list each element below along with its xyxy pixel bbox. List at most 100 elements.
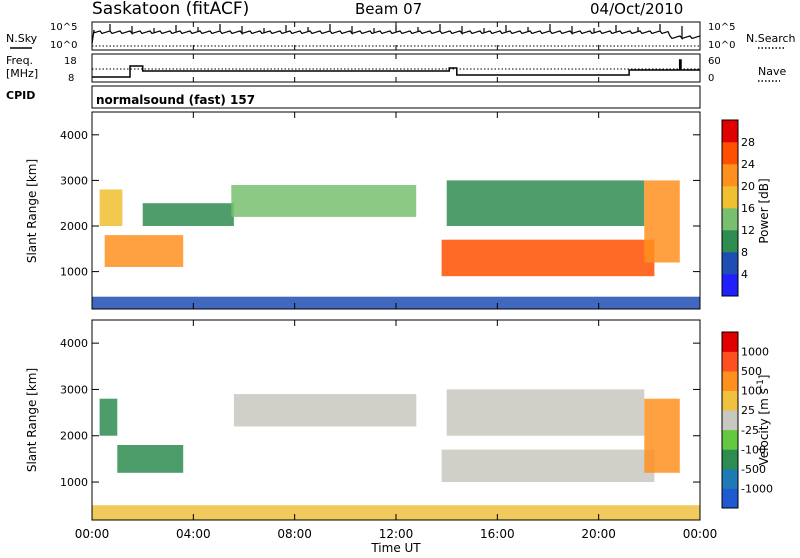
- velocity-colorbar-tick-6: -500: [741, 463, 766, 476]
- velocity-yticks: 4000 3000 2000 1000: [60, 337, 700, 489]
- noise-right-tick-bottom: 10^0: [708, 40, 735, 51]
- power-cell-7: [92, 296, 700, 309]
- freq-trace: [92, 59, 700, 78]
- velocity-colorbar-tick-3: 25: [741, 404, 755, 417]
- noise-panel: N.Sky 10^5 10^0 10^5 10^0 N.Search: [6, 21, 796, 51]
- power-colorbar-tick-6: 4: [741, 268, 748, 281]
- power-cell-2: [142, 203, 234, 226]
- velocity-panel: 4000 3000 2000 1000 Slant Range [km] 1000 50…: [25, 319, 773, 521]
- power-cell-4: [441, 239, 655, 277]
- power-colorbar-swatch-0: [722, 274, 738, 297]
- power-colorbar-frame: [721, 119, 739, 297]
- noise-sky-trace: [91, 24, 701, 45]
- velocity-colorbar-tick-0: 1000: [741, 346, 769, 359]
- velocity-cell-5: [644, 398, 680, 473]
- power-cells: [92, 180, 700, 309]
- power-ylabel: Slant Range [km]: [25, 159, 39, 263]
- velocity-colorbar-tick-7: -1000: [741, 482, 773, 495]
- velocity-colorbar-swatch-3: [722, 429, 738, 450]
- noise-right-label: N.Search: [746, 32, 796, 45]
- noise-left-tick-bottom: 10^0: [50, 40, 77, 51]
- velocity-cell-6: [92, 505, 700, 520]
- velocity-colorbar-swatch-4: [722, 410, 738, 431]
- freq-traces: [92, 59, 700, 78]
- freq-right-tick-bottom: 0: [708, 73, 714, 84]
- power-colorbar-swatch-1: [722, 252, 738, 275]
- power-colorbar: 28 24 20 16 12 8 4: [721, 119, 755, 297]
- power-ytick-label-0: 4000: [60, 129, 88, 142]
- freq-left-tick-top: 18: [64, 56, 77, 67]
- velocity-ytick-label-2: 2000: [60, 430, 88, 443]
- power-cell-3: [231, 185, 417, 217]
- cpid-panel: CPID normalsound (fast) 157: [6, 85, 701, 109]
- station-title: Saskatoon (fitACF): [92, 0, 249, 19]
- power-colorbar-swatch-5: [722, 164, 738, 187]
- velocity-colorbar-tick-2: 100: [741, 385, 762, 398]
- velocity-colorbar-tick-5: -100: [741, 443, 766, 456]
- velocity-cell-2: [233, 394, 417, 427]
- time-tick-label-3: 12:00: [379, 527, 414, 541]
- power-ytick-label-1: 3000: [60, 174, 88, 187]
- power-yticks: 4000 3000 2000 1000: [60, 129, 700, 279]
- velocity-colorbar-swatch-0: [722, 488, 738, 509]
- velocity-ytick-label-1: 3000: [60, 383, 88, 396]
- cpid-value: normalsound (fast) 157: [96, 93, 255, 107]
- power-colorbar-tick-3: 16: [741, 202, 755, 215]
- velocity-colorbar-swatch-1: [722, 468, 738, 489]
- power-colorbar-tick-1: 24: [741, 158, 755, 171]
- date-title: 04/Oct/2010: [590, 0, 683, 18]
- time-tick-label-2: 08:00: [277, 527, 312, 541]
- velocity-colorbar-label: Velocity [m s-1]: [756, 375, 771, 466]
- velocity-colorbar-tick-1: 500: [741, 365, 762, 378]
- power-colorbar-swatch-7: [722, 120, 738, 143]
- freq-left-tick-bottom: 8: [68, 73, 74, 84]
- power-colorbar-label: Power [dB]: [757, 178, 771, 243]
- power-colorbar-tick-2: 20: [741, 180, 755, 193]
- velocity-colorbar-swatch-7: [722, 351, 738, 372]
- velocity-colorbar: 1000 500 100 25 -25 -100 -500 -1000: [721, 331, 773, 509]
- beam-title: Beam 07: [355, 0, 422, 18]
- power-colorbar-swatch-2: [722, 230, 738, 253]
- velocity-colorbar-swatch-5: [722, 390, 738, 411]
- power-cell-6: [644, 180, 680, 263]
- noise-left-label: N.Sky: [6, 32, 38, 45]
- time-tick-label-4: 16:00: [480, 527, 515, 541]
- velocity-cell-1: [117, 445, 184, 473]
- power-colorbar-swatch-6: [722, 142, 738, 165]
- noise-left-tick-top: 10^5: [50, 22, 77, 33]
- time-tick-label-5: 20:00: [581, 527, 616, 541]
- velocity-cell-0: [99, 398, 118, 436]
- velocity-cell-4: [446, 389, 645, 436]
- time-tick-label-1: 04:00: [176, 527, 211, 541]
- power-colorbar-swatch-4: [722, 186, 738, 209]
- velocity-colorbar-frame: [721, 331, 739, 509]
- noise-traces: [91, 24, 701, 47]
- velocity-ytick-label-0: 4000: [60, 337, 88, 350]
- velocity-colorbar-swatch-6: [722, 371, 738, 391]
- velocity-colorbar-tick-4: -25: [741, 424, 759, 437]
- power-colorbar-tick-5: 8: [741, 246, 748, 259]
- power-ytick-label-2: 2000: [60, 220, 88, 233]
- time-tick-label-6: 00:00: [683, 527, 718, 541]
- freq-right-tick-top: 60: [708, 56, 721, 67]
- noise-right-tick-top: 10^5: [708, 22, 735, 33]
- power-cell-5: [446, 180, 645, 226]
- power-colorbar-swatch-3: [722, 208, 738, 231]
- power-cell-1: [104, 235, 184, 267]
- time-axis-label: Time UT: [370, 541, 421, 554]
- velocity-ytick-label-3: 1000: [60, 476, 88, 489]
- power-panel: 4000 3000 2000 1000 Slant Range [km] 28 24 20…: [25, 111, 771, 310]
- freq-label-line1: Freq.: [6, 54, 33, 67]
- cpid-frame: [91, 85, 701, 109]
- cpid-label: CPID: [6, 89, 35, 102]
- freq-label-line2: [MHz]: [6, 67, 38, 80]
- power-colorbar-tick-4: 12: [741, 224, 755, 237]
- velocity-ylabel: Slant Range [km]: [25, 368, 39, 472]
- velocity-colorbar-swatch-8: [722, 332, 738, 352]
- velocity-colorbar-swatch-2: [722, 449, 738, 470]
- time-tick-label-0: 00:00: [75, 527, 110, 541]
- power-cell-0: [99, 189, 123, 226]
- velocity-cells: [92, 389, 700, 520]
